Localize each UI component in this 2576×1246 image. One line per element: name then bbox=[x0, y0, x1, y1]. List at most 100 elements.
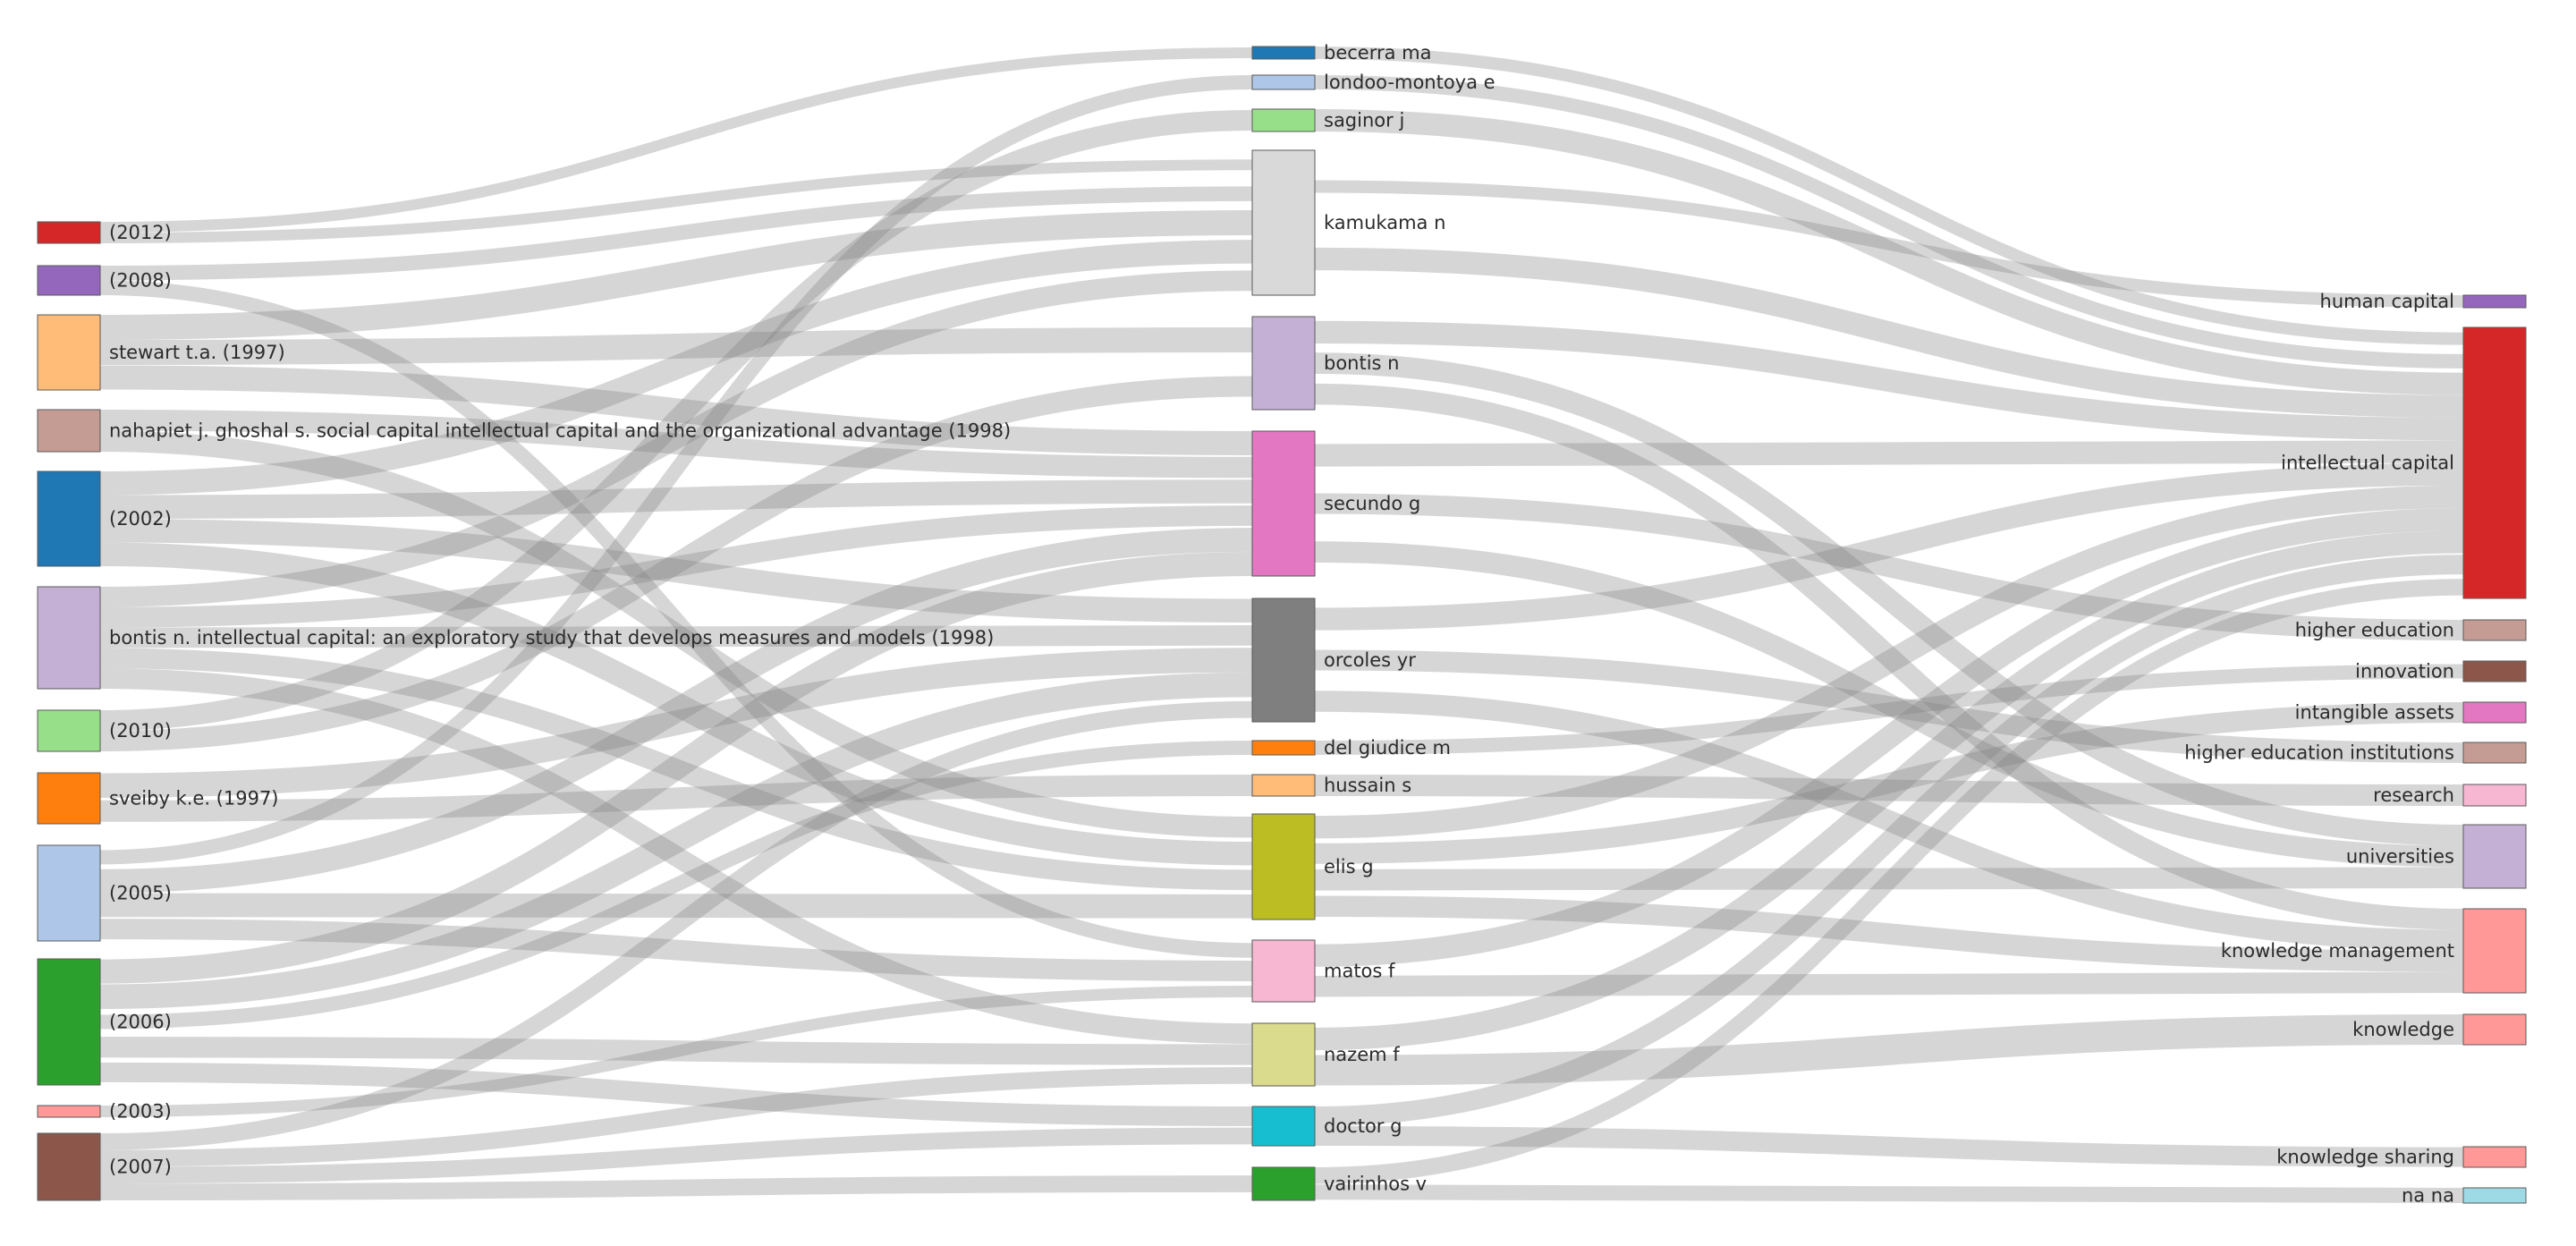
link-nahapiet-elis bbox=[99, 430, 1253, 838]
node-becerra[interactable] bbox=[1251, 46, 1316, 60]
link-s2002-secundo bbox=[99, 479, 1253, 519]
link-stewart-secundo bbox=[99, 365, 1253, 455]
link-sveiby-ortoles bbox=[99, 648, 1253, 799]
node-universities[interactable] bbox=[2462, 824, 2527, 889]
node-nazem[interactable] bbox=[1251, 1022, 1316, 1087]
link-nazem-intcap bbox=[1314, 530, 2464, 1051]
node-label-heinst: higher education institutions bbox=[2184, 742, 2454, 764]
link-ortoles-intcap bbox=[1314, 462, 2464, 631]
node-label-ksharing: knowledge sharing bbox=[2276, 1147, 2454, 1168]
link-bontis-intcap bbox=[1314, 320, 2464, 441]
node-label-s2012: (2012) bbox=[109, 222, 172, 243]
node-vairinhos[interactable] bbox=[1251, 1166, 1316, 1201]
node-sveiby[interactable] bbox=[37, 772, 101, 825]
node-knowledge[interactable] bbox=[2462, 1013, 2527, 1046]
node-label-knowledge: knowledge bbox=[2352, 1019, 2454, 1040]
link-londoo-intcap bbox=[1314, 75, 2464, 369]
node-research[interactable] bbox=[2462, 784, 2527, 807]
node-s2003[interactable] bbox=[37, 1105, 101, 1118]
node-label-bontis98: bontis n. intellectual capital: an explo… bbox=[109, 627, 994, 648]
link-s2006-doctor bbox=[99, 1062, 1253, 1126]
link-s2006-nazem bbox=[99, 1037, 1253, 1065]
node-saginor[interactable] bbox=[1251, 108, 1316, 132]
node-label-nahapiet: nahapiet j. ghoshal s. social capital in… bbox=[109, 420, 1011, 442]
node-label-s2007: (2007) bbox=[109, 1157, 172, 1178]
node-elis[interactable] bbox=[1251, 813, 1316, 920]
node-hussain[interactable] bbox=[1251, 774, 1316, 797]
link-s2010-bontis bbox=[99, 376, 1253, 751]
node-stewart[interactable] bbox=[37, 314, 101, 391]
node-label-research: research bbox=[2373, 784, 2454, 806]
node-nahapiet[interactable] bbox=[37, 409, 101, 453]
link-s2012-becerra bbox=[99, 47, 1253, 233]
node-heinst[interactable] bbox=[2462, 742, 2527, 764]
node-s2006[interactable] bbox=[37, 958, 101, 1086]
link-s2005-matos bbox=[99, 919, 1253, 981]
link-bontis98-secundo bbox=[99, 505, 1253, 628]
node-doctor[interactable] bbox=[1251, 1106, 1316, 1147]
node-label-s2003: (2003) bbox=[109, 1101, 172, 1123]
link-vairinhos-nana bbox=[1314, 1184, 2464, 1203]
node-intcap[interactable] bbox=[2462, 326, 2527, 599]
node-secundo[interactable] bbox=[1251, 430, 1316, 577]
link-bontis-universities bbox=[1314, 352, 2464, 846]
node-label-nana: na na bbox=[2402, 1185, 2454, 1207]
node-delgiudice[interactable] bbox=[1251, 740, 1316, 756]
node-label-s2002: (2002) bbox=[109, 508, 172, 530]
node-label-intangible: intangible assets bbox=[2295, 702, 2454, 724]
node-label-km: knowledge management bbox=[2221, 940, 2454, 962]
link-s2007-ortoles bbox=[99, 700, 1253, 1150]
sankey-nodes bbox=[37, 46, 2527, 1204]
node-s2008[interactable] bbox=[37, 265, 101, 296]
node-label-vairinhos: vairinhos v bbox=[1324, 1174, 1427, 1195]
link-nahapiet-secundo bbox=[99, 410, 1253, 479]
link-s2006-ortoles bbox=[99, 672, 1253, 1010]
node-bontis98[interactable] bbox=[37, 586, 101, 690]
node-bontis[interactable] bbox=[1251, 316, 1316, 411]
node-label-londoo: londoo-montoya e bbox=[1324, 72, 1496, 93]
link-kamukama-humancap bbox=[1314, 180, 2464, 308]
node-km[interactable] bbox=[2462, 908, 2527, 994]
node-s2002[interactable] bbox=[37, 470, 101, 567]
link-bontis98-kamukama bbox=[99, 270, 1253, 607]
link-s2002-elis bbox=[99, 542, 1253, 866]
node-intangible[interactable] bbox=[2462, 701, 2527, 724]
node-humancap[interactable] bbox=[2462, 294, 2527, 309]
node-label-innovation: innovation bbox=[2355, 661, 2454, 682]
node-londoo[interactable] bbox=[1251, 74, 1316, 90]
node-nana[interactable] bbox=[2462, 1187, 2527, 1204]
node-label-s2010: (2010) bbox=[109, 720, 172, 742]
node-label-kamukama: kamukama n bbox=[1324, 212, 1445, 233]
node-s2007[interactable] bbox=[37, 1132, 101, 1201]
link-vairinhos-intcap bbox=[1314, 579, 2464, 1184]
node-label-ortoles: orcoles yr bbox=[1324, 649, 1416, 671]
node-label-s2006: (2006) bbox=[109, 1012, 172, 1033]
link-bontis98-ortoles bbox=[99, 625, 1253, 648]
link-bontis98-elis bbox=[99, 648, 1253, 891]
node-label-nazem: nazem f bbox=[1324, 1044, 1400, 1065]
link-ortoles-km bbox=[1314, 691, 2464, 951]
node-matos[interactable] bbox=[1251, 939, 1316, 1003]
node-s2012[interactable] bbox=[37, 221, 101, 244]
link-elis-km bbox=[1314, 895, 2464, 972]
node-ksharing[interactable] bbox=[2462, 1146, 2527, 1168]
node-ortoles[interactable] bbox=[1251, 598, 1316, 723]
node-label-hussain: hussain s bbox=[1324, 775, 1411, 796]
node-s2005[interactable] bbox=[37, 844, 101, 942]
node-kamukama[interactable] bbox=[1251, 149, 1316, 296]
node-label-becerra: becerra ma bbox=[1324, 42, 1431, 64]
node-label-saginor: saginor j bbox=[1324, 110, 1404, 131]
link-s2008-matos bbox=[99, 280, 1253, 958]
node-label-stewart: stewart t.a. (1997) bbox=[109, 342, 285, 363]
link-s2007-vairinhos bbox=[99, 1175, 1253, 1201]
node-label-sveiby: sveiby k.e. (1997) bbox=[109, 788, 279, 809]
node-label-bontis: bontis n bbox=[1324, 352, 1399, 374]
link-stewart-bontis bbox=[99, 327, 1253, 365]
link-bontis-km bbox=[1314, 383, 2464, 930]
node-innovation[interactable] bbox=[2462, 660, 2527, 682]
link-secundo-intcap bbox=[1314, 440, 2464, 467]
node-s2010[interactable] bbox=[37, 709, 101, 752]
node-highered[interactable] bbox=[2462, 619, 2527, 641]
node-label-delgiudice: del giudice m bbox=[1324, 737, 1451, 759]
node-label-s2008: (2008) bbox=[109, 270, 172, 292]
